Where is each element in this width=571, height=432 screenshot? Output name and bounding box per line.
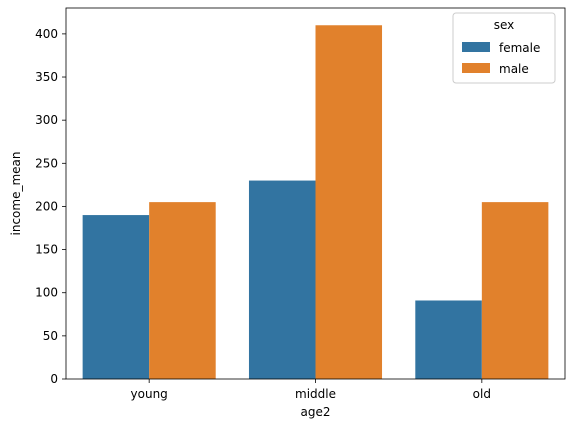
x-tick-label-old: old bbox=[473, 387, 491, 401]
legend-label-female: female bbox=[499, 41, 540, 55]
bar-female-young bbox=[82, 215, 150, 379]
y-tick-label-350: 350 bbox=[35, 70, 58, 84]
y-tick-label-300: 300 bbox=[35, 113, 58, 127]
bar-male-young bbox=[149, 202, 216, 379]
legend-title: sex bbox=[494, 18, 515, 32]
legend-label-male: male bbox=[499, 62, 529, 76]
legend-swatch-female bbox=[462, 42, 490, 52]
x-axis-title: age2 bbox=[301, 405, 331, 419]
bars-group bbox=[82, 25, 549, 380]
y-tick-label-400: 400 bbox=[35, 27, 58, 41]
y-tick-label-50: 50 bbox=[43, 329, 58, 343]
bar-male-middle bbox=[315, 25, 383, 380]
bar-male-old bbox=[481, 202, 549, 379]
y-tick-label-150: 150 bbox=[35, 243, 58, 257]
y-tick-label-100: 100 bbox=[35, 286, 58, 300]
bar-female-old bbox=[415, 300, 482, 379]
legend-items: female male bbox=[462, 41, 540, 76]
y-tick-label-200: 200 bbox=[35, 199, 58, 213]
x-axis: young middle old bbox=[131, 379, 491, 401]
x-tick-label-young: young bbox=[131, 387, 168, 401]
bar-female-middle bbox=[248, 180, 316, 379]
x-tick-label-middle: middle bbox=[295, 387, 336, 401]
y-tick-label-250: 250 bbox=[35, 156, 58, 170]
y-tick-label-0: 0 bbox=[50, 372, 58, 386]
y-axis: 0 50 100 150 200 250 300 350 400 bbox=[35, 27, 66, 386]
legend-swatch-male bbox=[462, 63, 490, 73]
legend: sex female male bbox=[452, 12, 556, 84]
y-axis-title: income_mean bbox=[9, 152, 23, 236]
